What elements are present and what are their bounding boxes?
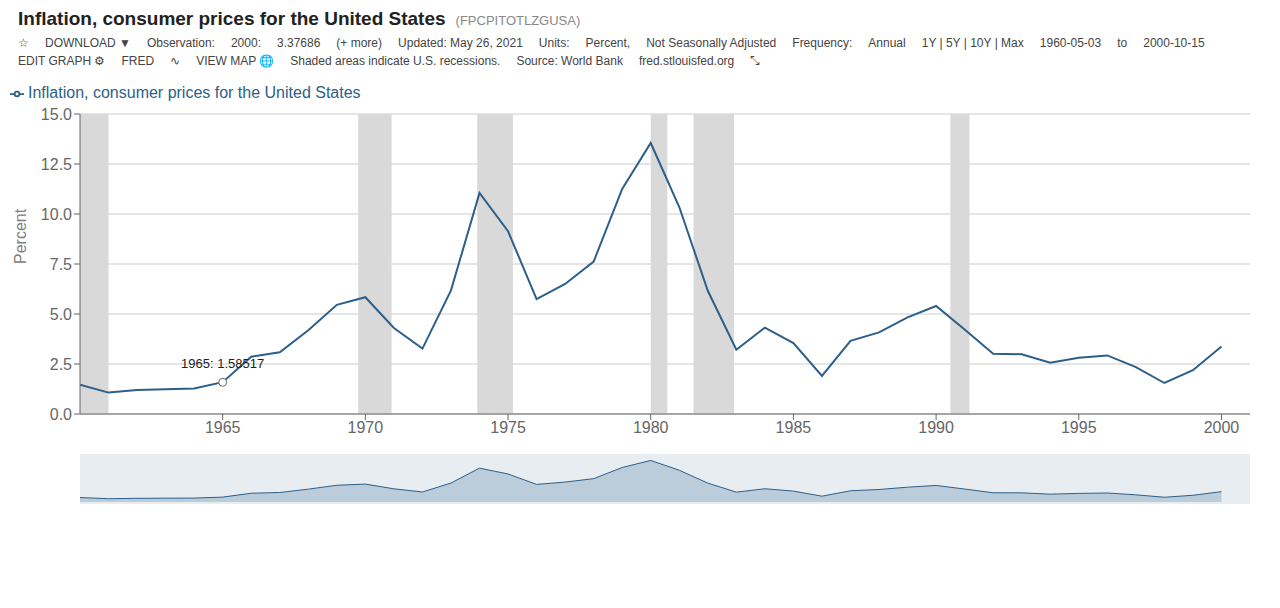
svg-text:12.5: 12.5 xyxy=(41,156,72,173)
svg-text:1985: 1985 xyxy=(776,419,812,436)
html-text:Annual: Annual xyxy=(868,36,906,50)
svg-text:Percent: Percent xyxy=(12,208,29,264)
html-text:VIEW MAP 🌐: VIEW MAP 🌐 xyxy=(196,54,275,68)
svg-text:7.5: 7.5 xyxy=(50,256,72,273)
html-text:1Y | 5Y | 10Y | Max: 1Y | 5Y | 10Y | Max xyxy=(921,36,1024,50)
html-text:Percent,: Percent, xyxy=(585,36,631,50)
html-text:Inflation, consumer prices for: Inflation, consumer prices for the Unite… xyxy=(18,8,446,29)
svg-text:5.0: 5.0 xyxy=(50,306,72,323)
svg-text:1980: 1980 xyxy=(633,419,669,436)
svg-text:10.0: 10.0 xyxy=(41,206,72,223)
svg-text:1970: 1970 xyxy=(348,419,384,436)
html-text:(FPCPITOTLZGUSA): (FPCPITOTLZGUSA) xyxy=(455,13,581,28)
html-text:Frequency:: Frequency: xyxy=(792,36,853,50)
svg-text:1965: 1965 xyxy=(205,419,241,436)
html-text:to: to xyxy=(1117,36,1128,50)
svg-text:2.5: 2.5 xyxy=(50,356,72,373)
html-text:DOWNLOAD ▼: DOWNLOAD ▼ xyxy=(45,36,131,50)
html-text:FRED: FRED xyxy=(121,54,155,68)
html-text:Source: World Bank: Source: World Bank xyxy=(516,54,623,68)
html-text:(+ more): (+ more) xyxy=(336,36,382,50)
html-text:fred.stlouisfed.org: fred.stlouisfed.org xyxy=(638,54,735,68)
html-text:Units:: Units: xyxy=(538,36,570,50)
html-text:2000-10-15: 2000-10-15 xyxy=(1143,36,1205,50)
html-text:3.37686: 3.37686 xyxy=(277,36,321,50)
html-text:Observation:: Observation: xyxy=(146,36,215,50)
svg-text:15.0: 15.0 xyxy=(41,106,72,123)
svg-text:0.0: 0.0 xyxy=(50,406,72,423)
html-text:2000:: 2000: xyxy=(230,36,261,50)
svg-text:1990: 1990 xyxy=(918,419,954,436)
html-text:Shaded areas indicate U.S. rec: Shaded areas indicate U.S. recessions. xyxy=(290,54,501,68)
html-text:Not Seasonally Adjusted: Not Seasonally Adjusted xyxy=(646,36,777,50)
svg-text:2000: 2000 xyxy=(1204,419,1240,436)
html-text:1960-05-03: 1960-05-03 xyxy=(1039,36,1102,50)
svg-text:1995: 1995 xyxy=(1061,419,1097,436)
svg-text:1975: 1975 xyxy=(490,419,526,436)
html-text:EDIT GRAPH ⚙: EDIT GRAPH ⚙ xyxy=(18,54,106,68)
svg-text:1965: 1.58517: 1965: 1.58517 xyxy=(181,356,264,371)
html-text:Updated: May 26, 2021: Updated: May 26, 2021 xyxy=(398,36,523,50)
html-text:Inflation, consumer prices for: Inflation, consumer prices for the Unite… xyxy=(28,84,361,101)
